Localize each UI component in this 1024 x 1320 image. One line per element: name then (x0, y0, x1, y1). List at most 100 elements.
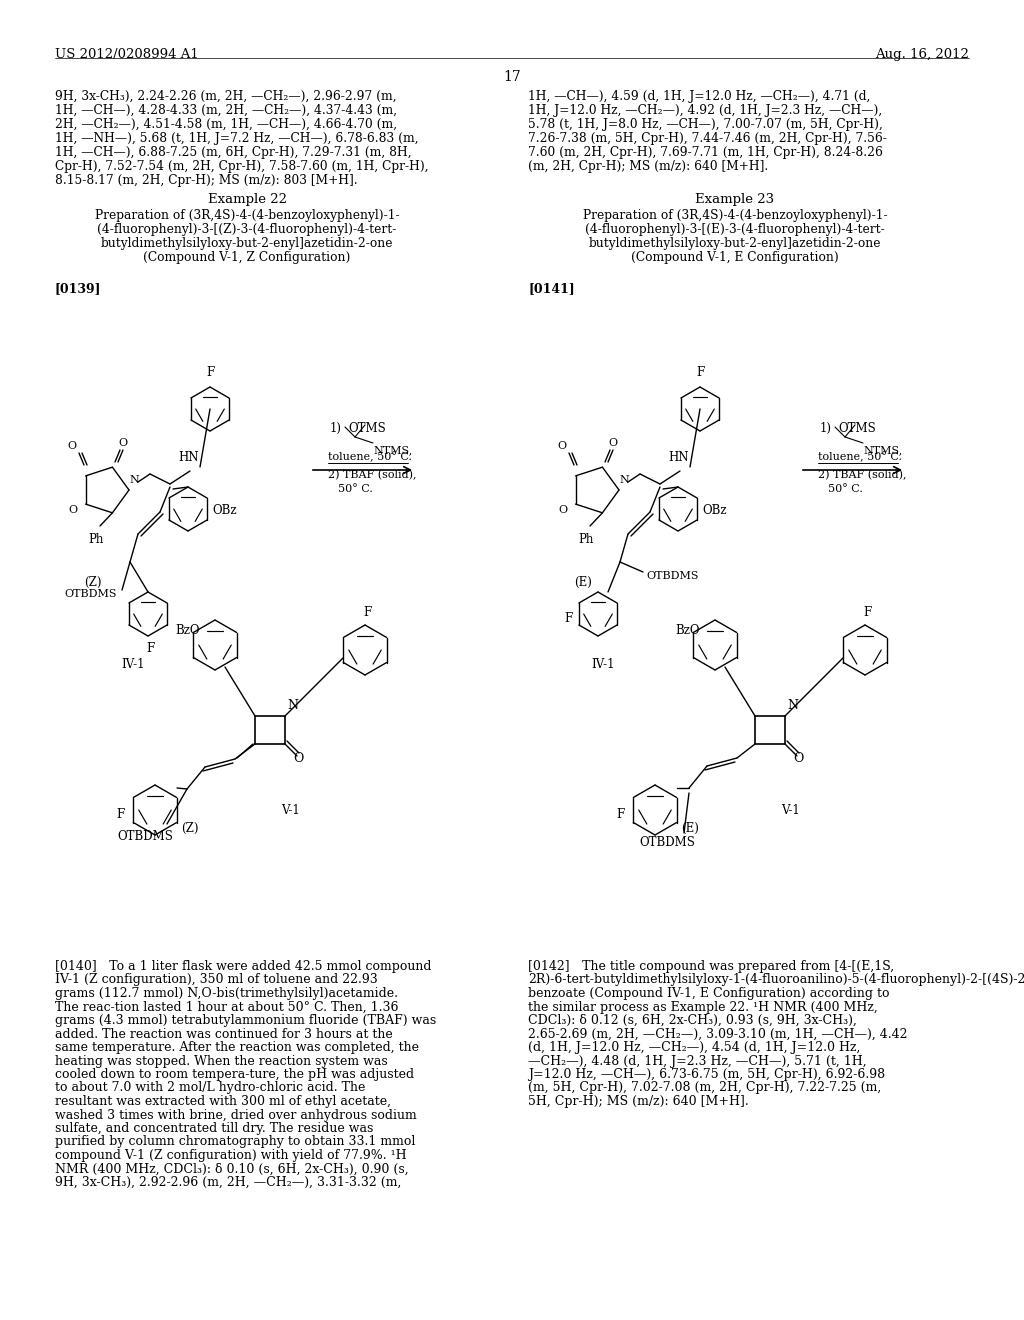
Text: 7.26-7.38 (m, 5H, Cpr-H), 7.44-7.46 (m, 2H, Cpr-H), 7.56-: 7.26-7.38 (m, 5H, Cpr-H), 7.44-7.46 (m, … (528, 132, 887, 145)
Text: (Z): (Z) (84, 576, 101, 589)
Text: N: N (129, 475, 138, 484)
Text: Preparation of (3R,4S)-4-(4-benzoyloxyphenyl)-1-: Preparation of (3R,4S)-4-(4-benzoyloxyph… (583, 209, 888, 222)
Text: F: F (863, 606, 871, 619)
Text: 5.78 (t, 1H, J=8.0 Hz, —CH—), 7.00-7.07 (m, 5H, Cpr-H),: 5.78 (t, 1H, J=8.0 Hz, —CH—), 7.00-7.07 … (528, 117, 883, 131)
Text: O: O (557, 441, 566, 451)
Text: 1H, J=12.0 Hz, —CH₂—), 4.92 (d, 1H, J=2.3 Hz, —CH—),: 1H, J=12.0 Hz, —CH₂—), 4.92 (d, 1H, J=2.… (528, 104, 883, 117)
Text: 1): 1) (330, 422, 342, 436)
Text: 7.60 (m, 2H, Cpr-H), 7.69-7.71 (m, 1H, Cpr-H), 8.24-8.26: 7.60 (m, 2H, Cpr-H), 7.69-7.71 (m, 1H, C… (528, 147, 883, 158)
Text: HN: HN (179, 451, 200, 465)
Text: the similar process as Example 22. ¹H NMR (400 MHz,: the similar process as Example 22. ¹H NM… (528, 1001, 878, 1014)
Text: O: O (119, 438, 128, 447)
Text: Aug. 16, 2012: Aug. 16, 2012 (876, 48, 969, 61)
Text: Preparation of (3R,4S)-4-(4-benzoyloxyphenyl)-1-: Preparation of (3R,4S)-4-(4-benzoyloxyph… (94, 209, 399, 222)
Text: cooled down to room tempera-ture, the pH was adjusted: cooled down to room tempera-ture, the pH… (55, 1068, 414, 1081)
Text: same temperature. After the reaction was completed, the: same temperature. After the reaction was… (55, 1041, 419, 1053)
Text: 1): 1) (820, 422, 831, 436)
Text: (4-fluorophenyl)-3-[(E)-3-(4-fluorophenyl)-4-tert-: (4-fluorophenyl)-3-[(E)-3-(4-fluoropheny… (585, 223, 885, 236)
Text: 9H, 3x-CH₃), 2.24-2.26 (m, 2H, —CH₂—), 2.96-2.97 (m,: 9H, 3x-CH₃), 2.24-2.26 (m, 2H, —CH₂—), 2… (55, 90, 396, 103)
Text: Ph: Ph (579, 533, 594, 546)
Text: Cpr-H), 7.52-7.54 (m, 2H, Cpr-H), 7.58-7.60 (m, 1H, Cpr-H),: Cpr-H), 7.52-7.54 (m, 2H, Cpr-H), 7.58-7… (55, 160, 429, 173)
Text: resultant was extracted with 300 ml of ethyl acetate,: resultant was extracted with 300 ml of e… (55, 1096, 391, 1107)
Text: [0142] The title compound was prepared from [4-[(E,1S,: [0142] The title compound was prepared f… (528, 960, 894, 973)
Text: 1H, —CH—), 6.88-7.25 (m, 6H, Cpr-H), 7.29-7.31 (m, 8H,: 1H, —CH—), 6.88-7.25 (m, 6H, Cpr-H), 7.2… (55, 147, 412, 158)
Text: [0139]: [0139] (55, 282, 101, 294)
Text: (d, 1H, J=12.0 Hz, —CH₂—), 4.54 (d, 1H, J=12.0 Hz,: (d, 1H, J=12.0 Hz, —CH₂—), 4.54 (d, 1H, … (528, 1041, 860, 1053)
Text: purified by column chromatography to obtain 33.1 mmol: purified by column chromatography to obt… (55, 1135, 416, 1148)
Text: sulfate, and concentrated till dry. The residue was: sulfate, and concentrated till dry. The … (55, 1122, 374, 1135)
Text: toluene, 50° C.: toluene, 50° C. (328, 451, 412, 462)
Text: NTMS,: NTMS, (863, 445, 902, 455)
Text: OTMS: OTMS (838, 422, 876, 436)
Text: F: F (206, 366, 214, 379)
Text: F: F (362, 606, 371, 619)
Text: F: F (696, 366, 705, 379)
Text: to about 7.0 with 2 mol/L hydro-chloric acid. The: to about 7.0 with 2 mol/L hydro-chloric … (55, 1081, 366, 1094)
Text: 50° C.: 50° C. (828, 484, 863, 494)
Text: N: N (787, 700, 798, 711)
Text: F: F (615, 808, 624, 821)
Text: grams (112.7 mmol) N,O-bis(trimethylsilyl)acetamide.: grams (112.7 mmol) N,O-bis(trimethylsily… (55, 987, 398, 1001)
Text: washed 3 times with brine, dried over anhydrous sodium: washed 3 times with brine, dried over an… (55, 1109, 417, 1122)
Text: F: F (564, 612, 572, 626)
Text: US 2012/0208994 A1: US 2012/0208994 A1 (55, 48, 199, 61)
Text: BzO: BzO (675, 623, 699, 636)
Text: F: F (145, 642, 155, 655)
Text: 9H, 3x-CH₃), 2.92-2.96 (m, 2H, —CH₂—), 3.31-3.32 (m,: 9H, 3x-CH₃), 2.92-2.96 (m, 2H, —CH₂—), 3… (55, 1176, 401, 1189)
Text: The reac-tion lasted 1 hour at about 50° C. Then, 1.36: The reac-tion lasted 1 hour at about 50°… (55, 1001, 398, 1014)
Text: F: F (116, 808, 124, 821)
Text: [0141]: [0141] (528, 282, 574, 294)
Text: Example 22: Example 22 (208, 193, 287, 206)
Text: (Compound V-1, Z Configuration): (Compound V-1, Z Configuration) (143, 251, 350, 264)
Text: O: O (608, 438, 617, 447)
Text: 2) TBAF (solid),: 2) TBAF (solid), (818, 470, 906, 480)
Text: CDCl₃): δ 0.12 (s, 6H, 2x-CH₃), 0.93 (s, 9H, 3x-CH₃),: CDCl₃): δ 0.12 (s, 6H, 2x-CH₃), 0.93 (s,… (528, 1014, 857, 1027)
Text: (m, 5H, Cpr-H), 7.02-7.08 (m, 2H, Cpr-H), 7.22-7.25 (m,: (m, 5H, Cpr-H), 7.02-7.08 (m, 2H, Cpr-H)… (528, 1081, 882, 1094)
Text: OTBDMS: OTBDMS (63, 589, 117, 599)
Text: benzoate (Compound IV-1, E Configuration) according to: benzoate (Compound IV-1, E Configuration… (528, 987, 890, 1001)
Text: toluene, 50° C.: toluene, 50° C. (818, 451, 902, 462)
Text: OTBDMS: OTBDMS (646, 572, 698, 581)
Text: [0140] To a 1 liter flask were added 42.5 mmol compound: [0140] To a 1 liter flask were added 42.… (55, 960, 431, 973)
Text: (E): (E) (574, 576, 592, 589)
Text: OTBDMS: OTBDMS (117, 830, 173, 843)
Text: NTMS,: NTMS, (373, 445, 413, 455)
Text: OTBDMS: OTBDMS (639, 837, 695, 850)
Text: Ph: Ph (88, 533, 103, 546)
Text: 2) TBAF (solid),: 2) TBAF (solid), (328, 470, 417, 480)
Text: 1H, —CH—), 4.28-4.33 (m, 2H, —CH₂—), 4.37-4.43 (m,: 1H, —CH—), 4.28-4.33 (m, 2H, —CH₂—), 4.3… (55, 104, 397, 117)
Text: butyldimethylsilyloxy-but-2-enyl]azetidin-2-one: butyldimethylsilyloxy-but-2-enyl]azetidi… (100, 238, 393, 249)
Text: 50° C.: 50° C. (338, 484, 373, 494)
Text: 2.65-2.69 (m, 2H, —CH₂—), 3.09-3.10 (m, 1H, —CH—), 4.42: 2.65-2.69 (m, 2H, —CH₂—), 3.09-3.10 (m, … (528, 1027, 907, 1040)
Text: NMR (400 MHz, CDCl₃): δ 0.10 (s, 6H, 2x-CH₃), 0.90 (s,: NMR (400 MHz, CDCl₃): δ 0.10 (s, 6H, 2x-… (55, 1163, 409, 1176)
Text: Example 23: Example 23 (695, 193, 774, 206)
Text: 8.15-8.17 (m, 2H, Cpr-H); MS (m/z): 803 [M+H].: 8.15-8.17 (m, 2H, Cpr-H); MS (m/z): 803 … (55, 174, 357, 187)
Text: IV-1: IV-1 (591, 657, 614, 671)
Text: (Compound V-1, E Configuration): (Compound V-1, E Configuration) (631, 251, 839, 264)
Text: V-1: V-1 (281, 804, 299, 817)
Text: OBz: OBz (702, 504, 726, 517)
Text: OBz: OBz (212, 504, 237, 517)
Text: (m, 2H, Cpr-H); MS (m/z): 640 [M+H].: (m, 2H, Cpr-H); MS (m/z): 640 [M+H]. (528, 160, 768, 173)
Text: added. The reaction was continued for 3 hours at the: added. The reaction was continued for 3 … (55, 1027, 393, 1040)
Text: J=12.0 Hz, —CH—), 6.73-6.75 (m, 5H, Cpr-H), 6.92-6.98: J=12.0 Hz, —CH—), 6.73-6.75 (m, 5H, Cpr-… (528, 1068, 885, 1081)
Text: O: O (68, 441, 77, 451)
Text: BzO: BzO (175, 623, 200, 636)
Text: 2H, —CH₂—), 4.51-4.58 (m, 1H, —CH—), 4.66-4.70 (m,: 2H, —CH₂—), 4.51-4.58 (m, 1H, —CH—), 4.6… (55, 117, 397, 131)
Text: N: N (287, 700, 298, 711)
Text: HN: HN (669, 451, 689, 465)
Text: 2R)-6-tert-butyldimethylsilyloxy-1-(4-fluoroanilino)-5-(4-fluorophenyl)-2-[(4S)-: 2R)-6-tert-butyldimethylsilyloxy-1-(4-fl… (528, 974, 1024, 986)
Text: V-1: V-1 (780, 804, 800, 817)
Text: 1H, —NH—), 5.68 (t, 1H, J=7.2 Hz, —CH—), 6.78-6.83 (m,: 1H, —NH—), 5.68 (t, 1H, J=7.2 Hz, —CH—),… (55, 132, 419, 145)
Text: O: O (293, 752, 303, 766)
Text: 17: 17 (503, 70, 521, 84)
Text: IV-1 (Z configuration), 350 ml of toluene and 22.93: IV-1 (Z configuration), 350 ml of toluen… (55, 974, 378, 986)
Text: OTMS: OTMS (348, 422, 386, 436)
Text: butyldimethylsilyloxy-but-2-enyl]azetidin-2-one: butyldimethylsilyloxy-but-2-enyl]azetidi… (589, 238, 882, 249)
Text: O: O (558, 506, 567, 515)
Text: O: O (69, 506, 78, 515)
Text: N: N (618, 475, 629, 484)
Text: grams (4.3 mmol) tetrabutylammonium fluoride (TBAF) was: grams (4.3 mmol) tetrabutylammonium fluo… (55, 1014, 436, 1027)
Text: heating was stopped. When the reaction system was: heating was stopped. When the reaction s… (55, 1055, 388, 1068)
Text: compound V-1 (Z configuration) with yield of 77.9%. ¹H: compound V-1 (Z configuration) with yiel… (55, 1148, 407, 1162)
